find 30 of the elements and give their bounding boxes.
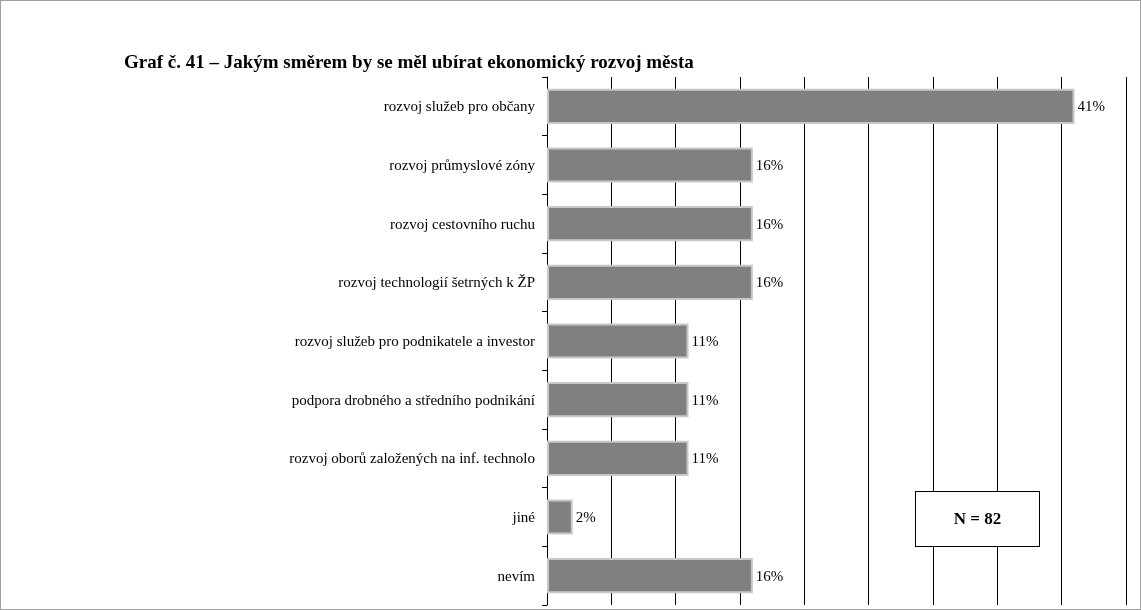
y-tick-label: podpora drobného a středního podnikání xyxy=(291,391,535,408)
data-label: 2% xyxy=(575,509,596,525)
chart-title: Graf č. 41 – Jakým směrem by se měl ubírat ekonomický rozvoj města xyxy=(124,51,695,72)
bar xyxy=(547,499,573,535)
data-label: 16% xyxy=(755,274,784,291)
y-tick-label: rozvoj oborů založených na inf. technolo xyxy=(289,450,535,467)
bar xyxy=(547,558,753,594)
data-label: 16% xyxy=(755,567,784,584)
annotation: N = 82 xyxy=(953,509,1002,529)
y-tick-label: jiné xyxy=(511,509,536,525)
bar xyxy=(547,147,753,183)
bar xyxy=(547,440,689,476)
data-label: 16% xyxy=(755,157,784,173)
bar xyxy=(547,382,689,418)
data-label: 16% xyxy=(755,215,784,232)
y-tick-label: rozvoj služeb pro podnikatele a investor xyxy=(294,333,535,349)
data-label: 11% xyxy=(691,391,719,408)
note-box: N = 82 xyxy=(915,491,1040,547)
y-tick-label: rozvoj cestovního ruchu xyxy=(390,215,536,232)
data-label: 41% xyxy=(1077,98,1106,115)
data-label: 11% xyxy=(691,333,719,349)
y-tick-label: rozvoj průmyslové zóny xyxy=(389,157,536,173)
bar xyxy=(547,264,753,300)
y-tick-label: nevím xyxy=(497,567,536,584)
bar xyxy=(547,323,689,359)
y-tick-label: rozvoj služeb pro občany xyxy=(383,98,536,115)
y-tick-label: rozvoj technologií šetrných k ŽP xyxy=(338,274,535,291)
data-label: 11% xyxy=(691,450,719,467)
bar xyxy=(547,206,753,242)
bar xyxy=(547,88,1075,124)
